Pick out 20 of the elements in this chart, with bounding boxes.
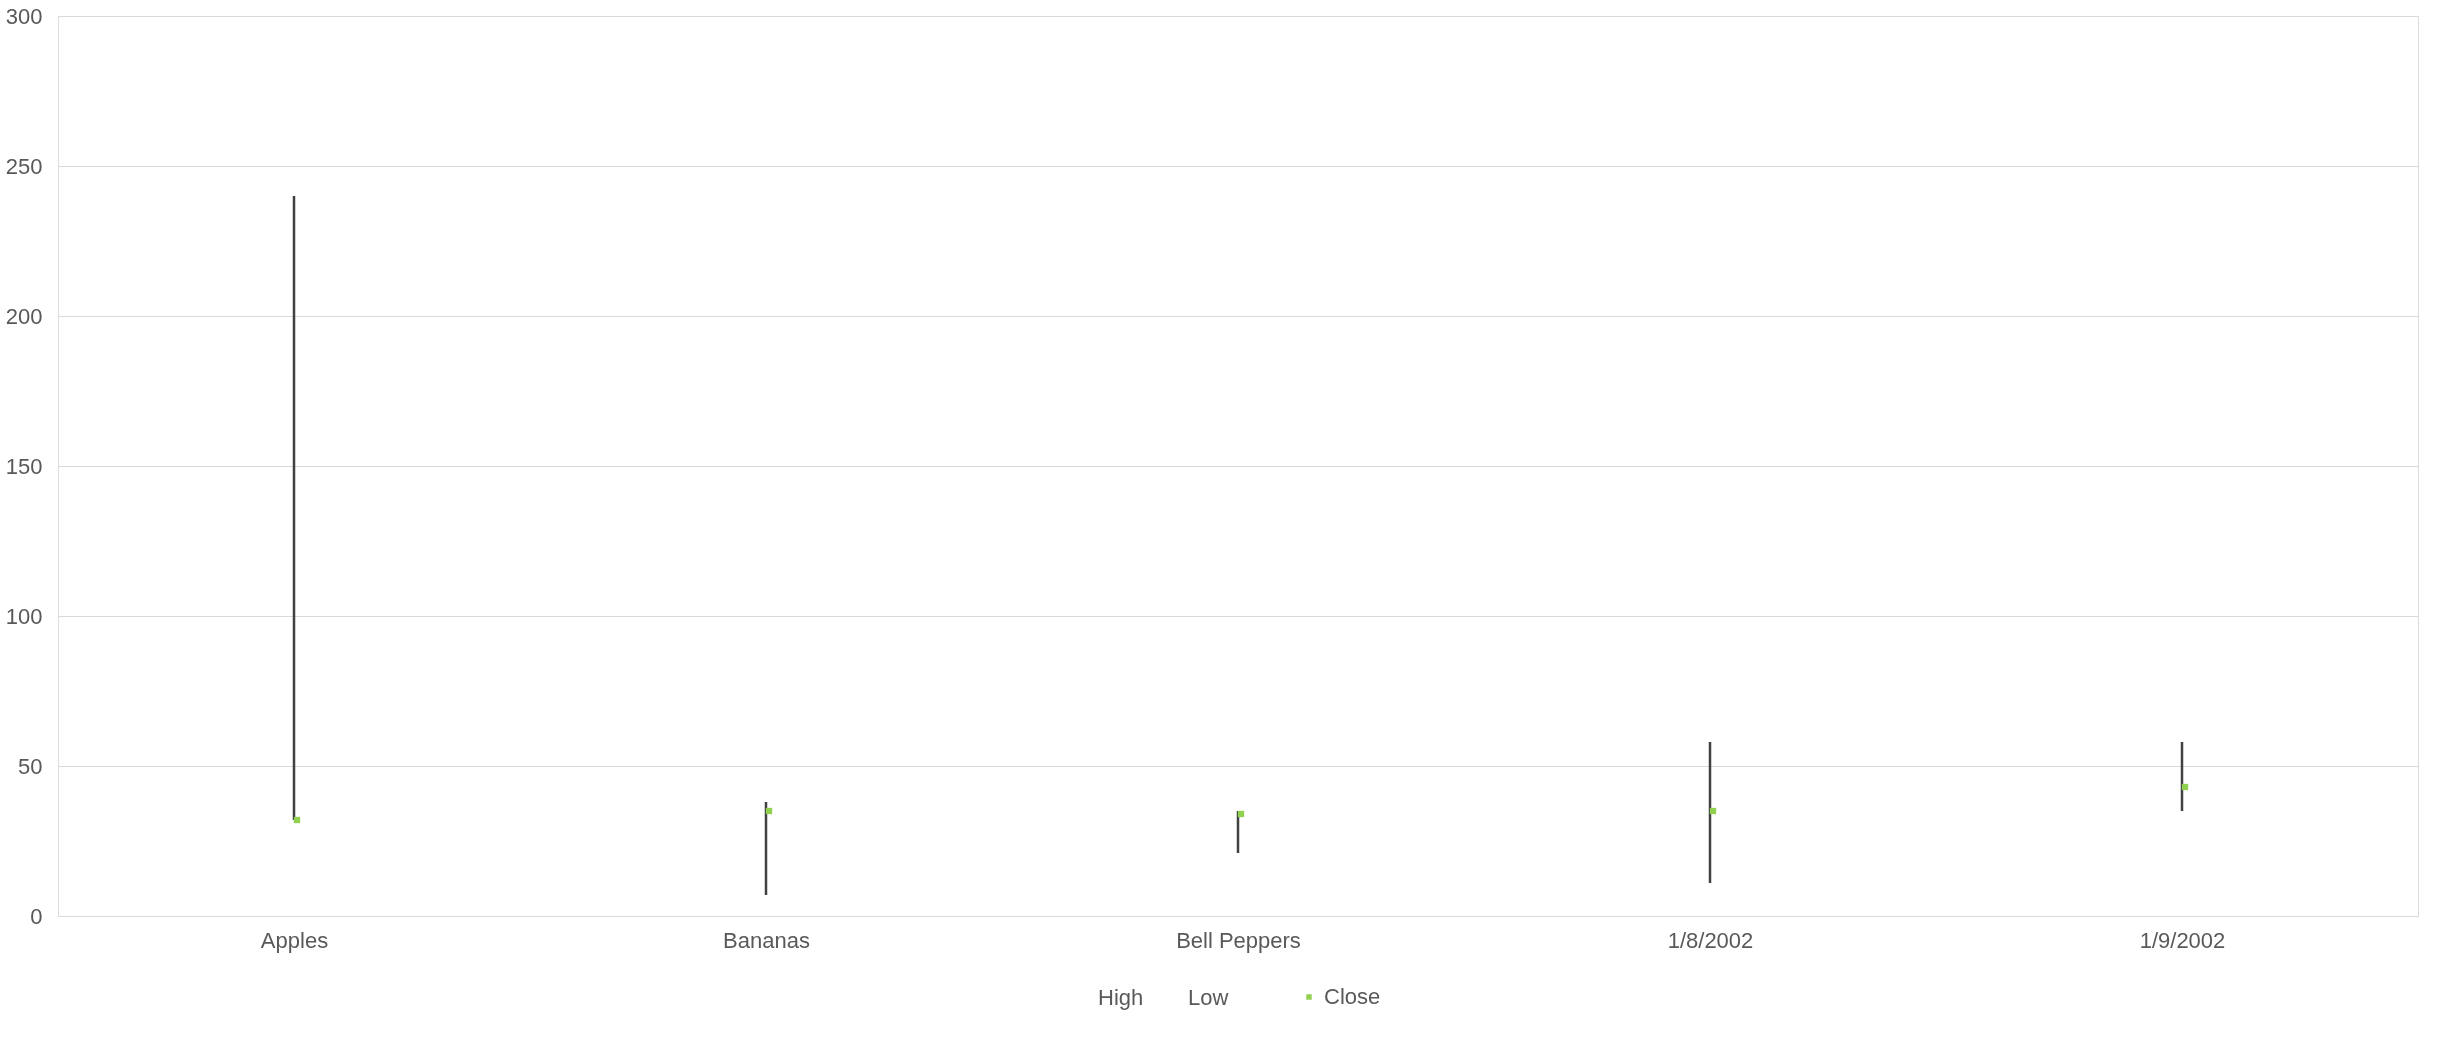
y-tick-label: 100: [5, 603, 43, 629]
x-tick-label: Bananas: [723, 927, 810, 953]
text: High: [1098, 985, 1144, 1010]
y-tick-label: 150: [5, 453, 43, 479]
point: [2181, 783, 2189, 791]
y-tick-label: 250: [5, 153, 43, 179]
point: [1709, 807, 1717, 815]
x-tick-label: 1/8/2002: [1667, 927, 1754, 953]
x-tick-label: 1/9/2002: [2139, 927, 2226, 953]
y-tick-label: 50: [18, 753, 43, 779]
point: [1237, 810, 1245, 818]
legend-label: Close: [1324, 984, 1381, 1009]
text: Low: [1188, 985, 1229, 1010]
point: [765, 807, 773, 815]
y-tick-label: 0: [30, 903, 43, 929]
y-tick-label: 300: [5, 3, 43, 29]
x-tick-label: Bell Peppers: [1176, 927, 1301, 953]
y-tick-label: 200: [5, 303, 43, 329]
x-tick-label: Apples: [260, 927, 329, 953]
point: [293, 816, 301, 824]
